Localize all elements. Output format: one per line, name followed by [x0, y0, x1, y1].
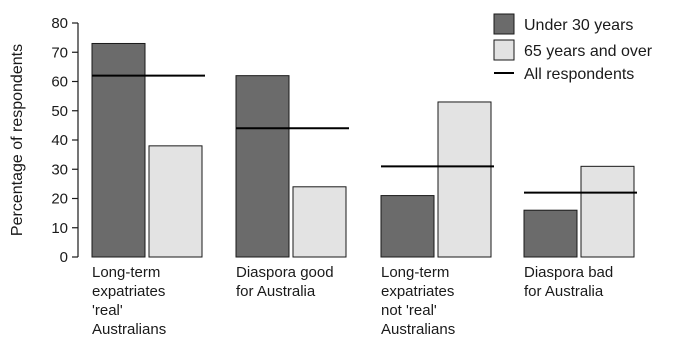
bar-under-30: [91, 42, 146, 258]
reference-lines: [92, 74, 637, 194]
category-label: Long-term expatriates not 'real' Australian…: [381, 264, 455, 338]
legend-swatch: [493, 39, 515, 61]
legend-label: 65 years and over: [524, 43, 653, 60]
bar-under-30: [235, 75, 290, 258]
y-tick-label: 20: [51, 191, 68, 208]
y-tick-label: 80: [51, 15, 68, 32]
bars: [91, 42, 635, 258]
legend-label: Under 30 years: [524, 17, 633, 34]
category-label: Long-term expatriates'real' Australians: [92, 264, 166, 338]
y-axis-title: Percentage of respondents: [9, 44, 26, 236]
legend: Under 30 years 65 years and over All respo…: [493, 13, 653, 83]
y-tick-label: 30: [51, 161, 68, 178]
category-labels: Long-term expatriates'real' Australians Dia…: [92, 264, 613, 338]
bar-65-and-over: [148, 145, 203, 258]
y-tick-label: 10: [51, 220, 68, 237]
y-tick-label: 70: [51, 44, 68, 61]
bar-65-and-over: [580, 165, 635, 258]
y-tick-label: 50: [51, 103, 68, 120]
y-tick-label: 0: [60, 249, 68, 266]
category-label: Diaspora bad for Australia: [524, 264, 613, 300]
bar-under-30: [380, 195, 435, 258]
bar-65-and-over: [292, 186, 347, 258]
legend-swatch: [493, 13, 515, 35]
y-axis: 0 10 20 30 40 50 60 70 80: [51, 15, 79, 266]
bar-under-30: [523, 209, 578, 258]
y-tick-label: 60: [51, 74, 68, 91]
y-tick-label: 40: [51, 132, 68, 149]
category-label: Diaspora good for Australia: [236, 264, 334, 300]
legend-label: All respondents: [524, 66, 634, 83]
bar-65-and-over: [437, 101, 492, 258]
